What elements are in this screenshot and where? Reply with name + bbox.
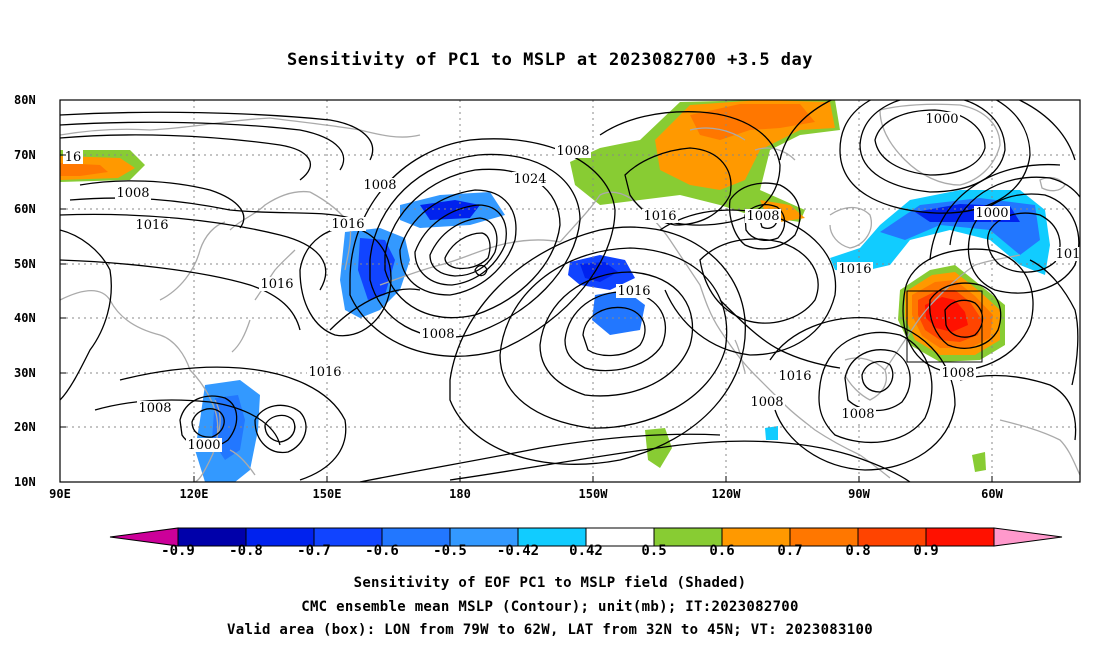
colorbar-tick-label: -0.7 — [297, 543, 331, 559]
shade-green-small1 — [972, 452, 986, 472]
contour-label: 1024 — [513, 172, 546, 187]
map-title: Sensitivity of PC1 to MSLP at 2023082700… — [286, 50, 813, 70]
contour-label-bg — [555, 144, 591, 158]
contour-label: 1008 — [556, 144, 589, 159]
contour-label: 1008 — [363, 178, 396, 193]
contour-label: 1008 — [746, 209, 779, 224]
lon-label-180: 180 — [449, 487, 471, 501]
contour-label: 1016 — [260, 277, 293, 292]
shade-blue-ne2 — [420, 200, 480, 220]
contour-label: 1016 — [838, 262, 871, 277]
contour-label: 1008 — [421, 327, 454, 342]
colorbar-tick-label: -0.6 — [365, 543, 399, 559]
colorbar-arrow-high — [993, 527, 1063, 547]
shade-brightred-box — [925, 297, 968, 332]
valid-area-box — [906, 290, 983, 363]
contour-label-bg — [749, 395, 785, 409]
lon-label-120e: 120E — [179, 487, 209, 501]
lon-label-90e: 90E — [49, 487, 71, 501]
contour-label: 1008 — [116, 186, 149, 201]
contour-label-bg — [134, 218, 170, 232]
lon-label-90w: 90W — [848, 487, 870, 501]
tick-marks — [60, 99, 993, 482]
shade-blue-gulf2 — [580, 262, 618, 282]
lat-label-80n: 80N — [14, 93, 36, 107]
shade-orange-nw2 — [60, 163, 108, 176]
caption-line-3: Valid area (box): LON from 79W to 62W, L… — [227, 622, 873, 638]
contour-label-bg — [940, 366, 976, 380]
lat-label-20n: 20N — [14, 420, 36, 434]
contour-label-bg — [777, 369, 813, 383]
contour-label: 1008 — [750, 395, 783, 410]
lat-label-40n: 40N — [14, 311, 36, 325]
colorbar-tick-label: -0.42 — [496, 543, 540, 559]
lon-label-150w: 150W — [578, 487, 608, 501]
lat-label-60n: 60N — [14, 202, 36, 216]
shade-blue-small1 — [765, 426, 778, 440]
contour-label: 1016 — [643, 209, 676, 224]
colorbar-tick-label: 0.5 — [641, 543, 667, 559]
colorbar-tick-label: 0.7 — [777, 543, 803, 559]
contour-label-bg — [186, 438, 222, 452]
contour-label-bg — [837, 262, 873, 276]
contour-label: 1000 — [925, 112, 958, 127]
contour-label-bg — [259, 277, 295, 291]
contour-label: 1016 — [135, 218, 168, 233]
lat-label-50n: 50N — [14, 257, 36, 271]
contour-label: 101 — [1056, 247, 1081, 262]
colorbar-tick-label: -0.9 — [161, 543, 195, 559]
contour-labels: 16 1008 1016 1008 1016 1016 1000 1008 1016 1024 10… — [63, 112, 1081, 453]
contour-label-bg — [330, 217, 366, 231]
contour-label: 1000 — [975, 206, 1008, 221]
contour-label: 1016 — [778, 369, 811, 384]
shade-darkorange-arctic — [690, 104, 815, 140]
contour-label-bg — [745, 209, 781, 223]
colorbar-tick-label: 0.9 — [913, 543, 939, 559]
colorbar-tick-label: -0.8 — [229, 543, 263, 559]
lat-label-10n: 10N — [14, 475, 36, 489]
colorbar-tick-label: 0.8 — [845, 543, 871, 559]
caption-line-1: Sensitivity of EOF PC1 to MSLP field (Sh… — [353, 575, 747, 591]
contour-label-bg — [63, 150, 83, 164]
contour-label-bg — [974, 206, 1010, 220]
contour-label-bg — [420, 327, 456, 341]
contour-label-bg — [512, 172, 548, 186]
contour-label-bg — [840, 407, 876, 421]
contour-label: 1008 — [841, 407, 874, 422]
contour-label: 1008 — [941, 366, 974, 381]
lon-label-150e: 150E — [312, 487, 342, 501]
colorbar-tick-label: 0.6 — [709, 543, 735, 559]
caption-line-2: CMC ensemble mean MSLP (Contour); unit(m… — [301, 599, 799, 615]
shade-lblue-gulf — [592, 290, 645, 335]
colorbar-tick-label: -0.5 — [433, 543, 467, 559]
plot-frame — [59, 99, 1081, 483]
contour-label: 1000 — [187, 438, 220, 453]
colorbar-tick-label: 0.42 — [569, 543, 603, 559]
contour-label-bg — [642, 209, 678, 223]
contour-label: 16 — [65, 150, 82, 165]
contour-label-bg — [362, 178, 398, 192]
lat-label-70n: 70N — [14, 148, 36, 162]
contour-label: 1016 — [331, 217, 364, 232]
contour-label-bg — [307, 365, 343, 379]
contour-label-bg — [115, 186, 151, 200]
lon-label-120w: 120W — [711, 487, 741, 501]
contour-label: 1008 — [138, 401, 171, 416]
lon-label-60w: 60W — [981, 487, 1003, 501]
contour-label: 1016 — [308, 365, 341, 380]
lat-label-30n: 30N — [14, 366, 36, 380]
contour-label: 1016 — [617, 284, 650, 299]
contour-label-bg — [137, 401, 173, 415]
contour-label-bg — [924, 112, 960, 126]
contour-label-bg — [1054, 247, 1080, 261]
contour-label-bg — [616, 284, 652, 298]
